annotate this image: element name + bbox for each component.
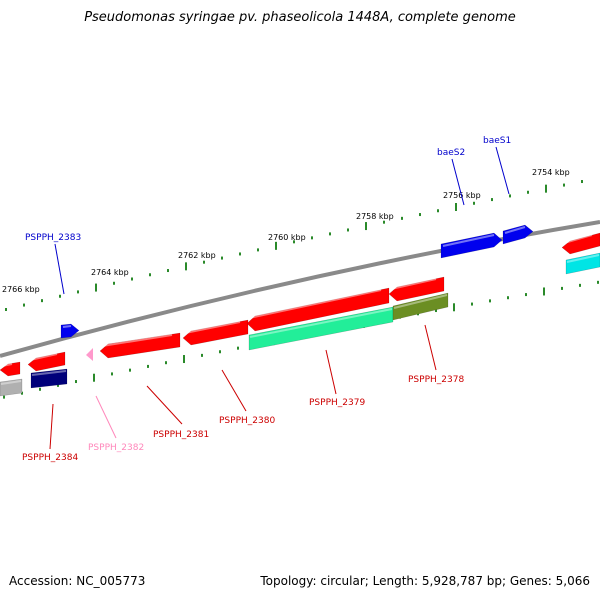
tick-label: 2764 kbp — [91, 268, 129, 277]
tick-label: 2760 kbp — [268, 233, 306, 242]
feature-PSPPH_2382[interactable] — [86, 348, 93, 361]
genome-summary: Topology: circular; Length: 5,928,787 bp… — [260, 574, 590, 588]
feature-PSPPH_2383[interactable] — [60, 323, 80, 339]
gene-label-PSPPH_2378[interactable]: PSPPH_2378 — [408, 375, 464, 385]
feature-baeS1[interactable] — [502, 224, 534, 245]
feature-baeS2[interactable] — [440, 232, 503, 259]
feature-grey-left-edge[interactable] — [0, 378, 23, 397]
feature-PSPPH_2379-mint[interactable] — [248, 306, 394, 351]
tick-rows — [3, 180, 599, 399]
gene-labels: baeS1 baeS2 PSPPH_2383 PSPPH_2378 PSPPH_2379… — [22, 136, 511, 463]
gene-label-PSPPH_2379[interactable]: PSPPH_2379 — [309, 398, 365, 408]
gene-leader-line — [221, 369, 247, 412]
gene-leader-line — [451, 158, 465, 206]
tick-label: 2766 kbp — [2, 285, 40, 294]
feature-PSPPH_2378-olive[interactable] — [392, 292, 449, 321]
feature-PSPPH_2380[interactable] — [182, 319, 249, 346]
feature-cyan-right-edge[interactable] — [565, 252, 600, 275]
gene-label-PSPPH_2382[interactable]: PSPPH_2382 — [88, 443, 144, 453]
gene-label-PSPPH_2384[interactable]: PSPPH_2384 — [22, 453, 78, 463]
gene-leader-line — [495, 146, 510, 195]
gene-label-PSPPH_2380[interactable]: PSPPH_2380 — [219, 416, 275, 426]
feature-red-right-edge[interactable] — [561, 232, 600, 255]
gene-leader-line — [49, 403, 54, 450]
gene-leader-line — [146, 385, 183, 425]
gene-leader-line — [95, 395, 117, 439]
gene-leader-line — [424, 324, 437, 371]
map-title: Pseudomonas syringae pv. phaseolicola 14… — [84, 10, 516, 25]
tick-label: 2754 kbp — [532, 168, 570, 177]
gene-features — [0, 224, 600, 397]
tick-label: 2758 kbp — [356, 212, 394, 221]
feature-PSPPH_2379-red[interactable] — [246, 287, 390, 332]
gene-label-PSPPH_2383[interactable]: PSPPH_2383 — [25, 233, 81, 243]
tick-label: 2762 kbp — [178, 251, 216, 260]
feature-PSPPH_2378-red[interactable] — [388, 276, 445, 302]
gene-leader-line — [325, 349, 337, 395]
gene-label-PSPPH_2381[interactable]: PSPPH_2381 — [153, 430, 209, 440]
accession-label: Accession: NC_005773 — [9, 574, 146, 588]
gene-label-baeS1[interactable]: baeS1 — [483, 136, 511, 146]
gene-label-baeS2[interactable]: baeS2 — [437, 148, 465, 158]
feature-red-left-edge[interactable] — [0, 361, 21, 377]
feature-PSPPH_2381[interactable] — [99, 332, 181, 359]
gene-leader-line — [54, 243, 65, 295]
feature-PSPPH_2384-red[interactable] — [27, 351, 66, 372]
feature-PSPPH_2384-navy[interactable] — [30, 368, 68, 389]
